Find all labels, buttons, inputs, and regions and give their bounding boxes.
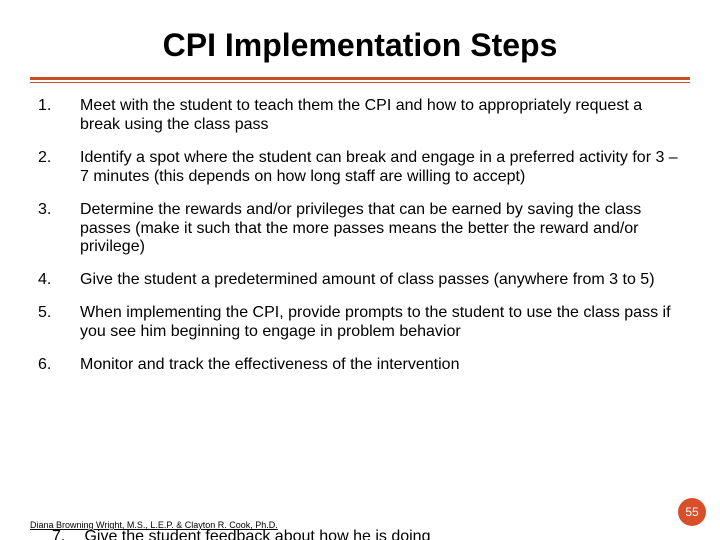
item-number: 6.	[38, 356, 80, 375]
item-text: When implementing the CPI, provide promp…	[80, 304, 682, 342]
steps-list: 1. Meet with the student to teach them t…	[0, 97, 720, 375]
slide: CPI Implementation Steps 1. Meet with th…	[0, 0, 720, 540]
item-text: Monitor and track the effectiveness of t…	[80, 356, 682, 375]
item-number: 2.	[38, 149, 80, 168]
list-item: 5. When implementing the CPI, provide pr…	[38, 304, 682, 342]
divider-thick	[30, 77, 690, 80]
item-number: 4.	[38, 271, 80, 290]
cutoff-number: 7.	[52, 528, 80, 540]
item-number: 1.	[38, 97, 80, 116]
item-text: Give the student a predetermined amount …	[80, 271, 682, 290]
item-text: Identify a spot where the student can br…	[80, 149, 682, 187]
divider-thin	[30, 82, 690, 83]
list-item: 2. Identify a spot where the student can…	[38, 149, 682, 187]
cutoff-text: Give the student feedback about how he i…	[84, 528, 430, 540]
list-item: 4. Give the student a predetermined amou…	[38, 271, 682, 290]
item-text: Determine the rewards and/or privileges …	[80, 201, 682, 258]
item-number: 3.	[38, 201, 80, 220]
item-number: 5.	[38, 304, 80, 323]
list-item: 3. Determine the rewards and/or privileg…	[38, 201, 682, 258]
page-number-badge: 55	[678, 498, 706, 526]
slide-title: CPI Implementation Steps	[0, 0, 720, 77]
item-text: Meet with the student to teach them the …	[80, 97, 682, 135]
title-divider	[30, 77, 690, 83]
cutoff-item: 7. Give the student feedback about how h…	[52, 528, 430, 540]
list-item: 6. Monitor and track the effectiveness o…	[38, 356, 682, 375]
list-item: 1. Meet with the student to teach them t…	[38, 97, 682, 135]
